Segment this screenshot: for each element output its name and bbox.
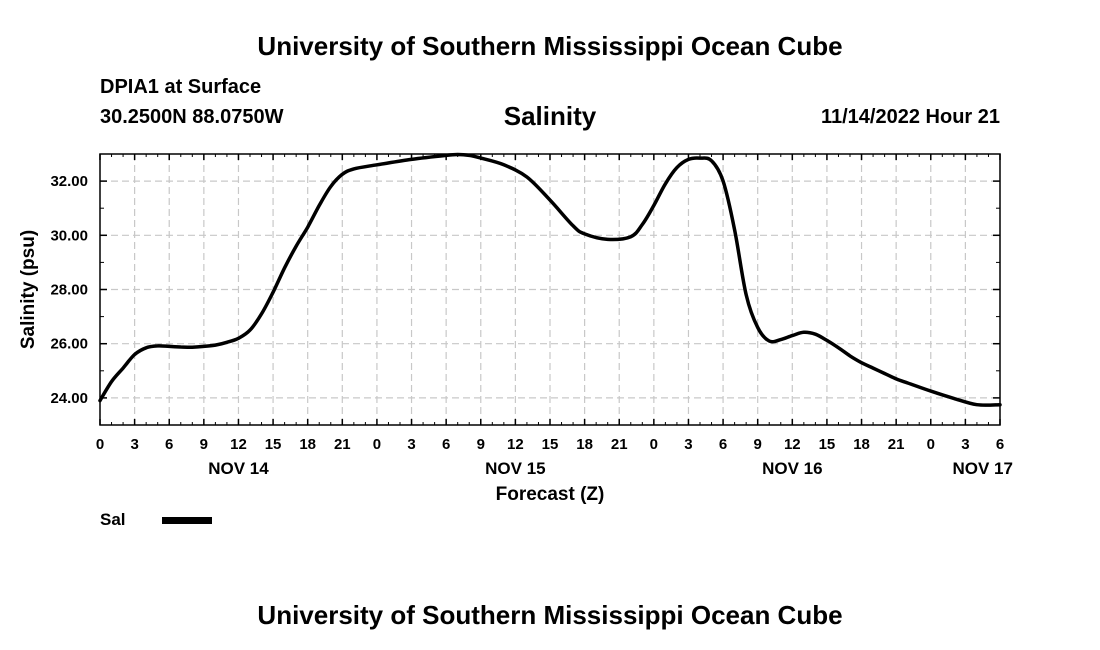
x-tick-label: 21 [611,436,628,453]
x-day-label: NOV 17 [952,459,1012,478]
y-tick-label: 24.00 [50,390,88,407]
x-tick-label: 12 [507,436,524,453]
y-tick-label: 26.00 [50,336,88,353]
y-axis-title: Salinity (psu) [18,230,39,349]
x-tick-label: 21 [334,436,351,453]
x-day-label: NOV 15 [485,459,545,478]
x-tick-label: 0 [927,436,935,453]
x-tick-label: 12 [230,436,247,453]
x-axis-title: Forecast (Z) [496,484,605,505]
x-tick-label: 9 [477,436,485,453]
footer-title: University of Southern Mississippi Ocean… [257,600,843,630]
station-name: DPIA1 at Surface [100,76,262,98]
x-tick-label: 18 [299,436,316,453]
x-tick-label: 6 [442,436,450,453]
x-tick-label: 3 [407,436,415,453]
x-tick-label: 9 [754,436,762,453]
x-tick-label: 0 [650,436,658,453]
x-tick-label: 6 [719,436,727,453]
x-tick-label: 12 [784,436,801,453]
x-tick-label: 15 [542,436,559,453]
forecast-datetime: 11/14/2022 Hour 21 [820,106,1000,128]
x-tick-label: 0 [373,436,381,453]
x-tick-label: 15 [265,436,282,453]
legend-label: Sal [100,510,126,529]
y-tick-label: 28.00 [50,282,88,299]
series-line-sal [98,152,1002,407]
x-day-label: NOV 14 [208,459,269,478]
chart-title: Salinity [503,101,597,131]
x-tick-label: 21 [888,436,905,453]
y-tick-label: 32.00 [50,173,88,190]
x-tick-label: 3 [130,436,138,453]
x-tick-label: 6 [165,436,173,453]
x-day-label: NOV 16 [762,459,822,478]
salinity-chart: 0 3 6 9 12 15 18 21 0 3 6 9 12 15 18 21 0 3 6 9 12 15 18 21 0 3 6 2… [18,152,1013,505]
x-tick-label: 18 [576,436,593,453]
x-tick-label: 9 [200,436,208,453]
x-tick-label: 3 [961,436,969,453]
legend-line-swatch [162,517,212,524]
y-tick-label: 30.00 [50,227,88,244]
x-tick-label: 15 [819,436,836,453]
x-tick-label: 6 [996,436,1004,453]
x-tick-label: 18 [853,436,870,453]
station-coordinates: 30.2500N 88.0750W [100,106,284,128]
x-tick-label: 3 [684,436,692,453]
page-title: University of Southern Mississippi Ocean… [257,31,843,61]
x-tick-label: 0 [96,436,104,453]
